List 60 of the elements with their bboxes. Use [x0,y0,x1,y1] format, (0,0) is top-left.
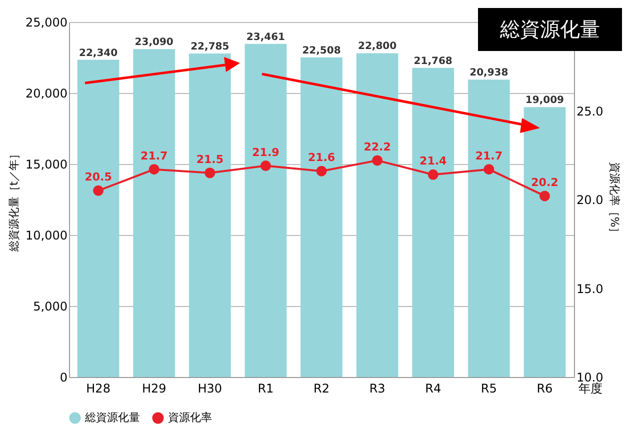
point [372,155,383,166]
bar [133,49,176,377]
point [539,190,550,202]
x-tick-label: R1 [258,382,274,396]
data-label: 20,938 [470,68,508,79]
bar [244,44,287,377]
x-tick-label: R5 [480,382,497,396]
data-label: 21.7 [140,149,168,162]
data-label: 21.7 [475,149,502,162]
x-tick-label: H30 [198,382,222,396]
bar [77,60,120,377]
x-axis-title: 年度 [578,382,602,396]
bar [188,53,231,377]
chart-title: 総資源化量 [478,8,622,51]
y2-tick-label: 20.0 [576,193,604,207]
bar [524,107,566,377]
data-label: 19,009 [525,95,564,106]
y2-axis-title: 資源化率［%］ [608,162,622,238]
y-tick-label: 25,000 [26,16,68,30]
point [316,166,327,176]
bar [356,53,398,377]
y-tick-label: 5,000 [33,300,68,314]
y-tick-label: 20,000 [26,86,68,100]
data-label: 22,508 [302,45,341,56]
x-tick-label: R6 [536,382,553,396]
data-label: 21.6 [308,151,336,164]
y2-tick-label: 25.0 [576,104,604,118]
bar [468,80,510,377]
x-tick-label: R4 [425,382,442,396]
bar [412,68,454,377]
x-tick-label: H28 [86,382,110,396]
x-tick-label: R2 [314,382,330,396]
data-label: 23,090 [134,37,174,48]
data-label: 21.5 [196,152,224,166]
data-label: 21,768 [414,56,452,67]
point [204,168,216,178]
point [428,169,438,180]
data-label: 22.2 [364,140,391,154]
data-label: 22,340 [79,48,118,59]
bar [300,57,342,377]
data-label: 22,785 [190,41,230,52]
x-tick-label: H29 [142,382,166,396]
data-label: 21.9 [252,146,280,159]
y-tick-label: 10,000 [26,228,68,242]
legend-label: 総資源化量 [84,411,140,424]
point [148,164,160,175]
x-tick-label: R3 [369,382,386,396]
data-label: 20.2 [531,176,558,189]
y2-tick-label: 15.0 [576,282,604,296]
point [484,164,494,175]
y-tick-label: 0 [60,370,68,384]
point [93,185,104,196]
y-tick-label: 15,000 [26,158,68,172]
data-label: 21.4 [420,154,448,168]
point [260,160,271,172]
data-label: 22,800 [358,41,397,52]
legend-label: 資源化率 [168,411,212,424]
y-axis-title: 総資源化量［t／年］ [8,148,21,253]
data-label: 20.5 [84,170,112,184]
data-label: 23,461 [246,32,286,43]
